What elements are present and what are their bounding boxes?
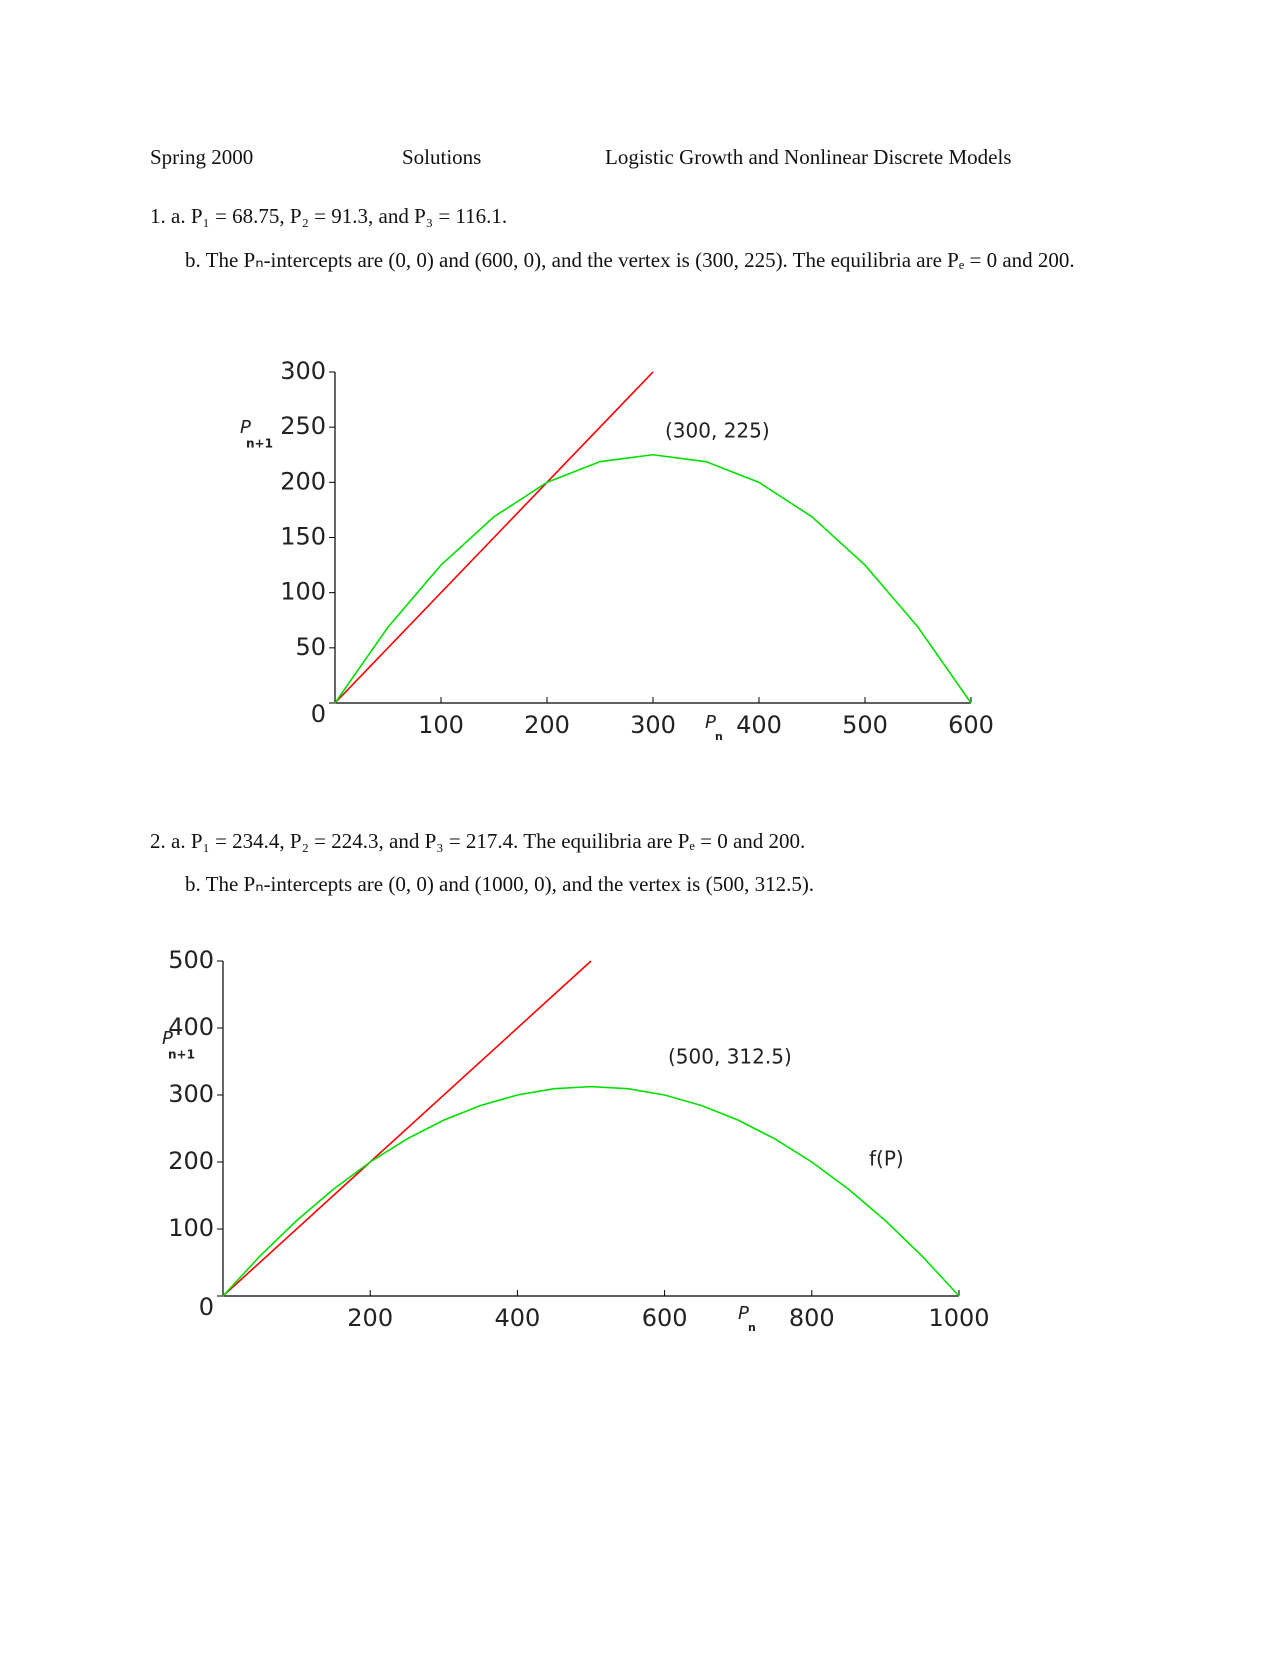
- x-axis-label: P: [705, 712, 716, 733]
- y-tick-label: 300: [280, 357, 326, 385]
- y-tick-label: 100: [168, 1214, 214, 1242]
- x-tick-label: 600: [642, 1304, 688, 1332]
- data-line: [222, 960, 592, 1297]
- annotation: (300, 225): [665, 419, 770, 443]
- x-axis-label-sub: n: [748, 1321, 756, 1334]
- y-axis-label-sub: n+1: [168, 1048, 195, 1062]
- x-tick-label: 300: [630, 711, 676, 739]
- x-tick-label: 500: [842, 711, 888, 739]
- y-tick-label: 200: [168, 1147, 214, 1175]
- y-tick-label: 150: [280, 523, 326, 551]
- y-tick-label: 200: [280, 467, 326, 495]
- data-line: [334, 371, 654, 704]
- x-axis-label-sub: n: [715, 730, 723, 743]
- x-tick-label: 1000: [928, 1304, 989, 1332]
- problem-text: b. The Pₙ-intercepts are (0, 0) and (100…: [185, 872, 815, 896]
- x-tick-label: 400: [494, 1304, 540, 1332]
- problem-text: 1. a. P₁ = 68.75, P₂ = 91.3, and P₃ = 11…: [150, 204, 508, 228]
- x-tick-label: 600: [948, 711, 994, 739]
- y-axis-label-sub: n+1: [246, 437, 273, 451]
- y-tick-label: 500: [168, 946, 214, 974]
- data-line: [222, 1085, 960, 1297]
- x-tick-label: 200: [347, 1304, 393, 1332]
- y-tick-label: 0: [199, 1293, 214, 1321]
- x-tick-label: 100: [418, 711, 464, 739]
- problem-text: 2. a. P₁ = 234.4, P₂ = 224.3, and P₃ = 2…: [150, 829, 806, 853]
- y-tick-label: 100: [280, 578, 326, 606]
- y-tick-label: 300: [168, 1080, 214, 1108]
- header-center: Solutions: [402, 145, 482, 169]
- header-left: Spring 2000: [150, 145, 254, 169]
- y-tick-label: 0: [311, 700, 326, 728]
- problem-text: b. The Pₙ-intercepts are (0, 0) and (600…: [185, 248, 1075, 272]
- header-right: Logistic Growth and Nonlinear Discrete M…: [605, 145, 1012, 169]
- y-axis-label: P: [162, 1028, 173, 1049]
- y-tick-label: 250: [280, 412, 326, 440]
- x-axis-label: P: [738, 1303, 749, 1324]
- annotation: (500, 312.5): [668, 1045, 792, 1069]
- x-tick-label: 400: [736, 711, 782, 739]
- y-axis-label: P: [240, 417, 251, 438]
- y-tick-label: 50: [295, 633, 326, 661]
- x-tick-label: 200: [524, 711, 570, 739]
- annotation: f(P): [869, 1147, 904, 1171]
- data-line: [334, 453, 972, 704]
- x-tick-label: 800: [789, 1304, 835, 1332]
- y-tick-label: 400: [168, 1013, 214, 1041]
